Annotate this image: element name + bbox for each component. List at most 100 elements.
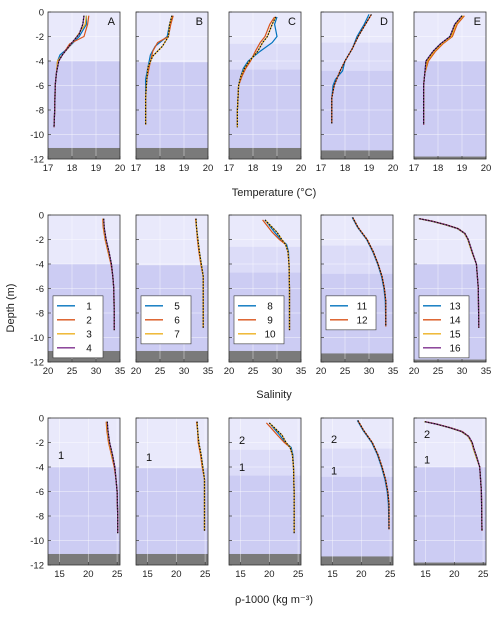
legend-label: 1 [86, 301, 92, 312]
panel-temperature-2: 17 18 19 20 B [131, 11, 214, 174]
x-tick-label: 15 [54, 569, 65, 580]
panel-temperature-5: 17 18 19 20 E [409, 11, 492, 174]
x-tick-label: 15 [420, 569, 431, 580]
y-tick-label: -12 [30, 155, 44, 166]
mean-profile-line [196, 421, 206, 531]
layer-label: 2 [239, 435, 245, 447]
y-tick-label: -6 [36, 81, 44, 92]
panel-density-3: 15 20 25 2 1 [228, 417, 304, 580]
x-tick-label: 25 [112, 569, 123, 580]
legend-label: 15 [449, 329, 461, 340]
band-bottom-layer [136, 62, 208, 148]
y-tick-label: 0 [39, 211, 44, 222]
band-bottom-layer [136, 468, 208, 554]
y-tick-label: -12 [30, 358, 44, 369]
band-bottom-layer [321, 476, 393, 557]
layer-label: 1 [146, 452, 152, 464]
x-tick-label: 35 [296, 366, 307, 377]
x-tick-label: 20 [316, 366, 327, 377]
legend-label: 4 [86, 343, 92, 354]
band-bottom-layer [229, 475, 301, 554]
panel-salinity-4: 20 25 30 35 11 12 [316, 214, 399, 377]
x-tick-label: 19 [91, 163, 102, 174]
x-tick-label: 20 [481, 163, 492, 174]
x-tick-label: 30 [272, 366, 283, 377]
panel-density-2: 15 20 25 1 [135, 417, 211, 580]
panel-density-4: 15 20 25 2 1 [320, 417, 395, 580]
band-middle [229, 246, 301, 273]
mean-profile-line [419, 218, 480, 328]
legend-label: 10 [264, 329, 276, 340]
y-tick-label: -4 [36, 57, 44, 68]
x-tick-label: 25 [200, 569, 211, 580]
x-tick-label: 20 [115, 163, 126, 174]
x-tick-label: 18 [340, 163, 351, 174]
y-tick-label: -2 [36, 438, 44, 449]
band-bottom-layer [229, 69, 301, 148]
x-tick-label: 18 [248, 163, 259, 174]
x-tick-label: 25 [478, 569, 489, 580]
x-tick-label: 20 [388, 163, 399, 174]
seafloor [414, 156, 486, 159]
y-tick-label: -10 [30, 130, 44, 141]
seafloor [229, 147, 301, 159]
x-tick-label: 35 [388, 366, 399, 377]
profile-line [423, 15, 463, 125]
x-tick-label: 20 [203, 163, 214, 174]
mean-profile-line [53, 15, 85, 128]
seafloor [414, 359, 486, 362]
x-tick-label: 19 [364, 163, 375, 174]
x-tick-label: 25 [155, 366, 166, 377]
x-tick-label: 20 [43, 366, 54, 377]
panel-density-5: 15 20 25 2 1 [413, 417, 489, 580]
band-bottom-layer [414, 467, 486, 563]
x-tick-label: 15 [235, 569, 246, 580]
layer-label: 2 [424, 429, 430, 441]
x-tick-label: 17 [131, 163, 142, 174]
x-axis-label-density: ρ-1000 (kg m⁻³) [235, 594, 313, 606]
seafloor [414, 562, 486, 565]
x-tick-label: 18 [67, 163, 78, 174]
seafloor [136, 350, 208, 362]
panel-label: B [196, 16, 203, 28]
y-tick-label: -4 [36, 463, 44, 474]
seafloor [321, 556, 393, 565]
x-tick-label: 20 [449, 569, 460, 580]
y-tick-label: -8 [36, 512, 44, 523]
legend-label: 7 [174, 329, 180, 340]
x-tick-label: 25 [293, 569, 304, 580]
y-tick-label: -10 [30, 333, 44, 344]
panel-salinity-2: 20 25 30 35 5 6 7 [131, 214, 213, 377]
y-tick-label: 0 [39, 414, 44, 425]
y-tick-label: -2 [36, 32, 44, 43]
legend-label: 8 [267, 301, 273, 312]
x-tick-label: 20 [171, 569, 182, 580]
x-tick-label: 18 [155, 163, 166, 174]
x-tick-label: 20 [356, 569, 367, 580]
x-tick-label: 17 [316, 163, 327, 174]
band-middle [229, 449, 301, 476]
layer-label: 1 [424, 455, 430, 467]
x-tick-label: 35 [481, 366, 492, 377]
x-tick-label: 30 [364, 366, 375, 377]
seafloor [229, 350, 301, 362]
x-tick-label: 30 [457, 366, 468, 377]
x-tick-label: 20 [409, 366, 420, 377]
seafloor [321, 150, 393, 159]
x-tick-label: 18 [433, 163, 444, 174]
mean-profile-line [106, 421, 119, 534]
panel-salinity-5: 20 25 30 35 13 14 15 16 [409, 214, 492, 377]
panel-label: D [380, 16, 388, 28]
legend-label: 14 [449, 315, 461, 326]
mean-profile-line [424, 421, 483, 531]
seafloor [136, 553, 208, 565]
seafloor [48, 147, 120, 159]
seafloor [229, 553, 301, 565]
y-tick-label: -6 [36, 284, 44, 295]
band-middle [321, 245, 393, 274]
y-tick-label: -2 [36, 235, 44, 246]
band-bottom-layer [48, 467, 120, 554]
layer-label: 1 [58, 450, 64, 462]
legend-box [325, 295, 377, 331]
